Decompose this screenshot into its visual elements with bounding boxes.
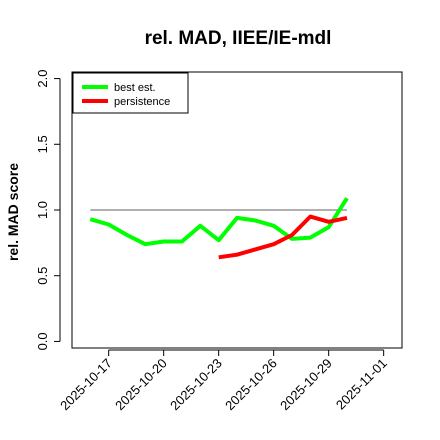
x-tick-label: 2025-11-01 bbox=[333, 356, 390, 413]
series-line-best-est bbox=[89, 197, 349, 247]
legend-box bbox=[72, 72, 189, 114]
plot-frame bbox=[71, 71, 403, 349]
legend-label-best-est: best est. bbox=[114, 82, 156, 94]
legend: best est. persistence bbox=[72, 72, 189, 114]
series-line-persistence bbox=[218, 214, 348, 260]
y-tick-label: 2.0 bbox=[35, 70, 50, 88]
x-tick-label: 2025-10-26 bbox=[222, 356, 280, 414]
y-axis-label: rel. MAD score bbox=[5, 163, 21, 261]
y-tick-label: 0.0 bbox=[35, 332, 50, 350]
x-tick-label: 2025-10-20 bbox=[112, 356, 170, 414]
chart-title: rel. MAD, IIEE/IE-mdl bbox=[145, 28, 332, 49]
legend-label-persistence: persistence bbox=[114, 96, 170, 108]
y-tick-label: 1.0 bbox=[35, 201, 50, 219]
y-axis: 0.0 0.5 1.0 1.5 2.0 bbox=[35, 70, 61, 350]
x-tick-label: 2025-10-29 bbox=[277, 356, 335, 414]
x-axis: 2025-10-172025-10-202025-10-232025-10-26… bbox=[57, 349, 390, 414]
y-tick-label: 1.5 bbox=[35, 135, 50, 153]
x-tick-label: 2025-10-17 bbox=[57, 356, 115, 414]
y-tick-label: 0.5 bbox=[35, 267, 50, 285]
series-layer bbox=[89, 197, 349, 260]
x-tick-label: 2025-10-23 bbox=[167, 356, 225, 414]
